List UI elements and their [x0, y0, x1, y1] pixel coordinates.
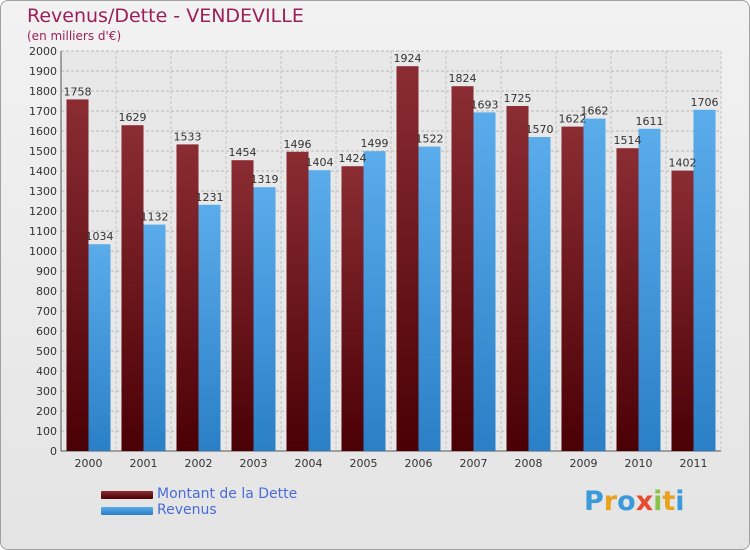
data-label: 1706 [691, 96, 719, 109]
x-tick-label: 2007 [460, 457, 488, 470]
x-tick-label: 2008 [515, 457, 543, 470]
y-tick-label: 1700 [29, 105, 57, 118]
bar-debt [286, 151, 309, 452]
y-tick-label: 200 [36, 405, 57, 418]
bar-revenue [143, 224, 166, 451]
x-tick-label: 2003 [240, 457, 268, 470]
bar-revenue [693, 109, 716, 452]
bar-debt [671, 170, 694, 451]
data-label: 1570 [526, 123, 554, 136]
data-label: 1402 [669, 157, 697, 170]
data-label: 1034 [86, 230, 114, 243]
bar-revenue [638, 128, 661, 452]
x-tick-label: 2011 [680, 457, 708, 470]
data-label: 1132 [141, 211, 169, 224]
x-tick-label: 2006 [405, 457, 433, 470]
y-tick-label: 300 [36, 385, 57, 398]
bar-revenue [418, 146, 441, 451]
legend-label-debt: Montant de la Dette [157, 486, 298, 502]
bar-revenue [308, 170, 331, 451]
chart-subtitle: (en milliers d'€) [27, 29, 122, 43]
bar-debt [561, 126, 584, 451]
bar-debt [341, 166, 364, 451]
data-label: 1231 [196, 191, 224, 204]
bar-debt [66, 99, 89, 452]
bar-debt [616, 148, 639, 451]
data-label: 1496 [284, 138, 312, 151]
legend-swatch-revenue [101, 507, 153, 515]
data-label: 1622 [559, 113, 587, 126]
y-tick-label: 1400 [29, 165, 57, 178]
bar-debt [231, 160, 254, 451]
data-label: 1693 [471, 98, 499, 111]
y-tick-label: 500 [36, 345, 57, 358]
x-tick-label: 2002 [185, 457, 213, 470]
y-tick-label: 900 [36, 265, 57, 278]
y-tick-label: 2000 [29, 45, 57, 58]
bar-debt [506, 106, 529, 451]
y-tick-label: 700 [36, 305, 57, 318]
data-label: 1725 [504, 92, 532, 105]
data-label: 1924 [394, 52, 422, 65]
data-label: 1824 [449, 72, 477, 85]
bar-debt [121, 125, 144, 451]
x-tick-label: 2010 [625, 457, 653, 470]
data-label: 1522 [416, 133, 444, 146]
data-label: 1424 [339, 152, 367, 165]
bar-revenue [583, 118, 606, 451]
chart-title: Revenus/Dette - VENDEVILLE [27, 5, 304, 27]
y-tick-label: 600 [36, 325, 57, 338]
bar-revenue [198, 204, 221, 451]
data-label: 1319 [251, 173, 279, 186]
legend-label-revenue: Revenus [157, 502, 217, 518]
data-label: 1662 [581, 105, 609, 118]
x-tick-label: 2001 [130, 457, 158, 470]
x-tick-label: 2004 [295, 457, 323, 470]
x-tick-label: 2005 [350, 457, 378, 470]
data-label: 1533 [174, 130, 202, 143]
y-tick-label: 1600 [29, 125, 57, 138]
bar-debt [176, 144, 199, 451]
data-label: 1758 [64, 85, 92, 98]
legend-swatch-debt [101, 491, 153, 499]
y-tick-label: 100 [36, 425, 57, 438]
y-tick-label: 1500 [29, 145, 57, 158]
y-tick-label: 1800 [29, 85, 57, 98]
bar-debt [451, 86, 474, 451]
data-label: 1514 [614, 134, 642, 147]
bar-revenue [88, 244, 111, 451]
bar-revenue [528, 137, 551, 451]
data-label: 1404 [306, 156, 334, 169]
bar-revenue [473, 112, 496, 452]
y-tick-label: 800 [36, 285, 57, 298]
y-tick-label: 1100 [29, 225, 57, 238]
bar-revenue [363, 151, 386, 451]
y-tick-label: 1300 [29, 185, 57, 198]
proxiti-logo: Proxiti [584, 486, 685, 517]
y-tick-label: 400 [36, 365, 57, 378]
y-tick-label: 1900 [29, 65, 57, 78]
bar-debt [396, 66, 419, 451]
data-label: 1629 [119, 111, 147, 124]
x-tick-label: 2000 [75, 457, 103, 470]
y-tick-label: 1200 [29, 205, 57, 218]
bar-revenue [253, 187, 276, 451]
y-tick-label: 0 [50, 445, 57, 458]
x-tick-label: 2009 [570, 457, 598, 470]
data-label: 1611 [636, 115, 664, 128]
y-tick-label: 1000 [29, 245, 57, 258]
data-label: 1454 [229, 146, 257, 159]
data-label: 1499 [361, 137, 389, 150]
